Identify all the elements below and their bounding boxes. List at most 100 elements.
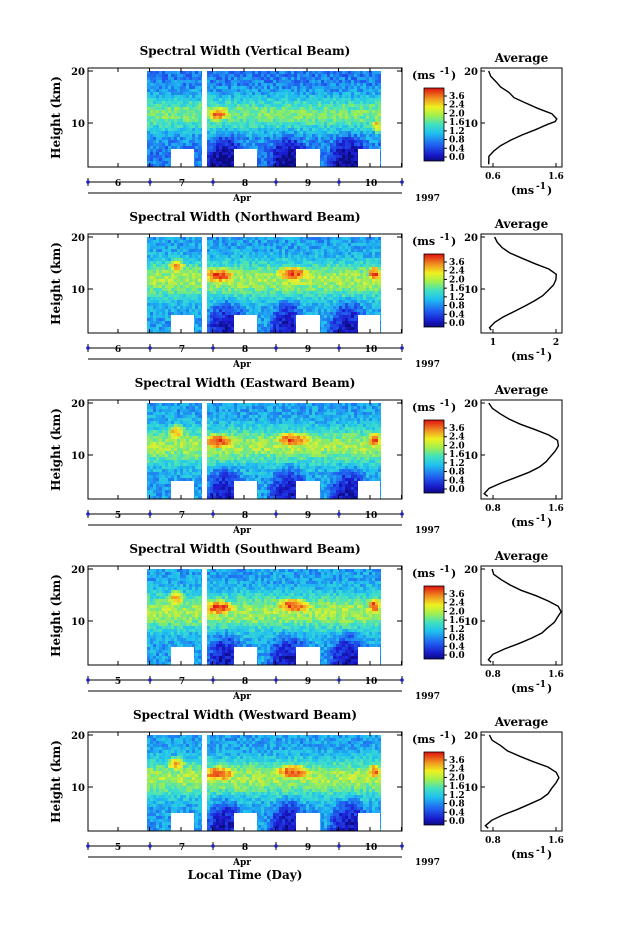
heatmap-cell [270, 155, 273, 158]
heatmap-cell [321, 80, 324, 83]
heatmap-cell [357, 291, 360, 294]
heatmap-cell [222, 131, 225, 134]
heatmap-cell [162, 104, 165, 107]
heatmap-cell [180, 261, 183, 264]
heatmap-cell [336, 297, 339, 300]
heatmap-cell [279, 125, 282, 128]
heatmap-cell [222, 315, 225, 318]
heatmap-cell [336, 95, 339, 98]
heatmap-cell [165, 246, 168, 249]
heatmap-cell [372, 140, 375, 143]
heatmap-cell [186, 273, 189, 276]
heatmap-cell [294, 267, 297, 270]
heatmap-cell [192, 77, 195, 80]
heatmap-cell [162, 149, 165, 152]
heatmap-cell [228, 324, 231, 327]
heatmap-cell [369, 77, 372, 80]
heatmap-cell [336, 161, 339, 164]
heatmap-cell [222, 264, 225, 267]
heatmap-cell [324, 131, 327, 134]
heatmap-cell [351, 318, 354, 321]
heatmap-cell [216, 312, 219, 315]
heatmap-cell [285, 255, 288, 258]
heatmap-cell [186, 74, 189, 77]
heatmap-cell [357, 98, 360, 101]
heatmap-cell [216, 80, 219, 83]
heatmap-cell [360, 125, 363, 128]
heatmap-cell [243, 276, 246, 279]
heatmap-cell [291, 300, 294, 303]
heatmap-cell [183, 291, 186, 294]
heatmap-cell [228, 261, 231, 264]
heatmap-cell [153, 134, 156, 137]
heatmap-cell [285, 140, 288, 143]
heatmap-cell [231, 255, 234, 258]
heatmap-cell [300, 119, 303, 122]
heatmap-cell [267, 303, 270, 306]
heatmap-cell [162, 110, 165, 113]
heatmap-cell [309, 119, 312, 122]
heatmap-cell [165, 276, 168, 279]
heatmap-cell [216, 264, 219, 267]
heatmap-cell [159, 306, 162, 309]
heatmap-cell [207, 113, 210, 116]
heatmap-cell [231, 95, 234, 98]
heatmap-cell [348, 131, 351, 134]
heatmap-cell [324, 285, 327, 288]
heatmap-cell [330, 74, 333, 77]
heatmap-cell [189, 143, 192, 146]
heatmap-cell [345, 149, 348, 152]
heatmap-cell [174, 89, 177, 92]
heatmap-cell [345, 158, 348, 161]
heatmap-cell [369, 249, 372, 252]
heatmap-cell [258, 246, 261, 249]
heatmap-cell [162, 282, 165, 285]
heatmap-cell [342, 252, 345, 255]
heatmap-cell [258, 321, 261, 324]
heatmap-cell [363, 309, 366, 312]
heatmap-cell [174, 240, 177, 243]
heatmap-cell [285, 321, 288, 324]
heatmap-cell [369, 131, 372, 134]
heatmap-cell [225, 255, 228, 258]
heatmap-cell [324, 255, 327, 258]
heatmap-cell [162, 164, 165, 167]
heatmap-cell [354, 152, 357, 155]
heatmap-cell [210, 276, 213, 279]
heatmap-cell [255, 146, 258, 149]
heatmap-cell [156, 276, 159, 279]
heatmap-cell [156, 104, 159, 107]
heatmap-cell [153, 137, 156, 140]
heatmap-cell [168, 237, 171, 240]
heatmap-cell [150, 128, 153, 131]
heatmap-cell [210, 140, 213, 143]
heatmap-cell [306, 128, 309, 131]
heatmap-cell [246, 303, 249, 306]
heatmap-cell [324, 321, 327, 324]
heatmap-cell [177, 255, 180, 258]
heatmap-cell [150, 249, 153, 252]
heatmap-cell [318, 273, 321, 276]
heatmap-cell [252, 122, 255, 125]
heatmap-cell [237, 128, 240, 131]
heatmap-cell [180, 237, 183, 240]
heatmap-cell [222, 134, 225, 137]
heatmap-cell [165, 134, 168, 137]
heatmap-cell [354, 89, 357, 92]
heatmap-cell [336, 288, 339, 291]
heatmap-cell [186, 137, 189, 140]
heatmap-cell [156, 315, 159, 318]
heatmap-cell [282, 291, 285, 294]
heatmap-cell [285, 252, 288, 255]
heatmap-cell [279, 128, 282, 131]
heatmap-cell [360, 134, 363, 137]
heatmap-cell [342, 146, 345, 149]
heatmap-cell [306, 143, 309, 146]
heatmap-cell [189, 74, 192, 77]
heatmap-cell [261, 137, 264, 140]
heatmap-cell [216, 71, 219, 74]
heatmap-cell [174, 276, 177, 279]
heatmap-cell [222, 282, 225, 285]
heatmap-cell [183, 110, 186, 113]
heatmap-cell [174, 267, 177, 270]
